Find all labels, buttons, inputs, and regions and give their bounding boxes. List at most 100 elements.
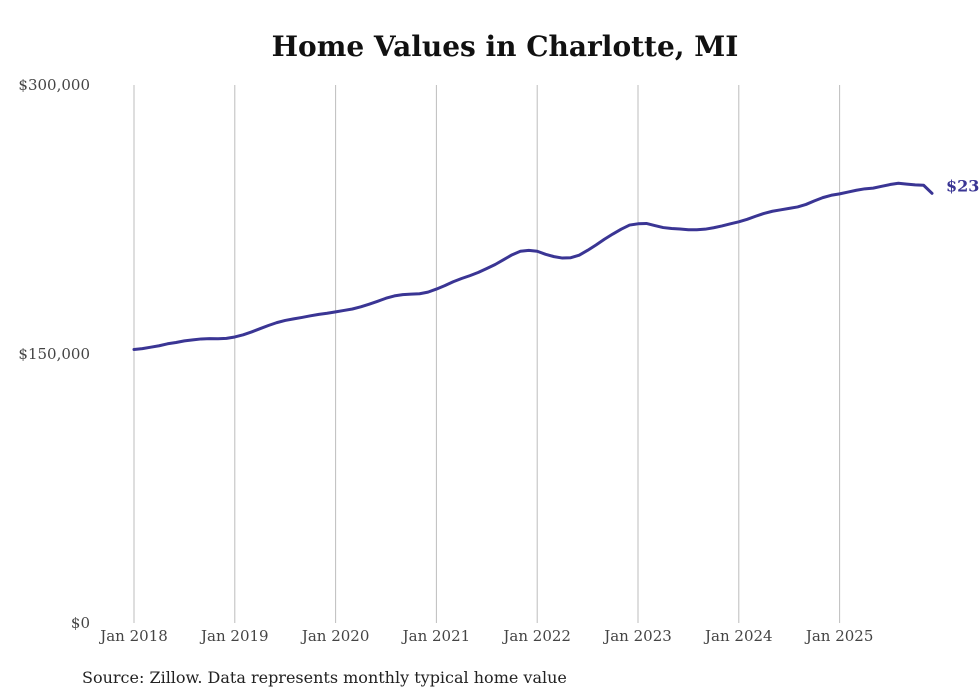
home-value-line: [132, 181, 934, 352]
data-point: [553, 255, 555, 257]
data-point: [393, 295, 395, 297]
y-tick-label: $0: [71, 614, 90, 632]
data-point: [284, 319, 286, 321]
y-tick-label: $150,000: [18, 345, 90, 363]
data-point: [847, 191, 849, 193]
data-point: [729, 223, 731, 225]
data-point: [561, 257, 563, 259]
data-point: [746, 218, 748, 220]
data-point: [309, 315, 311, 317]
data-point: [897, 182, 899, 184]
data-point: [544, 253, 546, 255]
data-point: [133, 348, 135, 350]
chart-title: Home Values in Charlotte, MI: [271, 30, 739, 63]
data-point: [595, 244, 597, 246]
data-point: [259, 328, 261, 330]
data-point: [166, 343, 168, 345]
data-point: [360, 306, 362, 308]
data-point: [754, 215, 756, 217]
data-point: [376, 300, 378, 302]
data-point: [813, 200, 815, 202]
data-point: [889, 183, 891, 185]
data-point: [864, 188, 866, 190]
data-point: [469, 274, 471, 276]
data-point: [586, 249, 588, 251]
data-point: [368, 303, 370, 305]
data-point: [292, 318, 294, 320]
source-note: Source: Zillow. Data represents monthly …: [82, 668, 567, 687]
x-tick-label: Jan 2022: [501, 627, 571, 645]
x-tick-label: Jan 2021: [401, 627, 471, 645]
data-point: [494, 263, 496, 265]
data-point: [183, 340, 185, 342]
data-point: [922, 184, 924, 186]
data-point: [452, 281, 454, 283]
end-value-label: $239,581: [946, 176, 980, 195]
data-point: [444, 284, 446, 286]
data-point: [906, 183, 908, 185]
data-point: [208, 337, 210, 339]
x-tick-label: Jan 2023: [602, 627, 672, 645]
data-point: [712, 227, 714, 229]
y-tick-label: $300,000: [18, 76, 90, 94]
data-point: [822, 196, 824, 198]
data-point: [536, 250, 538, 252]
x-tick-label: Jan 2018: [98, 627, 168, 645]
data-point: [662, 226, 664, 228]
data-point: [343, 309, 345, 311]
data-point: [796, 206, 798, 208]
data-point: [200, 338, 202, 340]
data-point: [838, 193, 840, 195]
data-point: [679, 228, 681, 230]
data-point: [150, 346, 152, 348]
data-point: [872, 187, 874, 189]
data-point: [880, 185, 882, 187]
y-axis: $0 $150,000 $300,000: [18, 76, 90, 632]
data-point: [486, 267, 488, 269]
data-point: [763, 212, 765, 214]
data-point: [502, 258, 504, 260]
data-point: [175, 341, 177, 343]
data-point: [402, 293, 404, 295]
data-point: [620, 228, 622, 230]
data-point: [696, 229, 698, 231]
data-point: [855, 189, 857, 191]
data-point: [687, 229, 689, 231]
data-point: [511, 254, 513, 256]
data-point: [805, 203, 807, 205]
data-point: [427, 291, 429, 293]
data-point: [326, 312, 328, 314]
data-point: [301, 316, 303, 318]
data-point: [738, 221, 740, 223]
data-point: [654, 224, 656, 226]
data-point: [242, 334, 244, 336]
data-point: [771, 210, 773, 212]
data-point: [267, 324, 269, 326]
x-tick-label: Jan 2020: [300, 627, 370, 645]
data-point: [158, 345, 160, 347]
data-point: [645, 222, 647, 224]
data-point: [519, 250, 521, 252]
x-tick-label: Jan 2024: [703, 627, 773, 645]
data-point: [578, 254, 580, 256]
gridlines: [133, 85, 841, 623]
data-point: [435, 288, 437, 290]
data-point: [477, 271, 479, 273]
data-point: [334, 311, 336, 313]
x-tick-label: Jan 2025: [804, 627, 874, 645]
data-point: [570, 256, 572, 258]
data-point: [637, 223, 639, 225]
data-point: [603, 238, 605, 240]
data-point: [628, 224, 630, 226]
data-point: [234, 336, 236, 338]
series-layer: $239,581: [132, 176, 980, 352]
x-axis: Jan 2018 Jan 2019 Jan 2020 Jan 2021 Jan 2022…: [98, 627, 873, 645]
data-point: [528, 249, 530, 251]
data-point: [670, 227, 672, 229]
data-point: [830, 194, 832, 196]
data-point: [410, 293, 412, 295]
x-tick-label: Jan 2019: [199, 627, 269, 645]
data-point: [721, 225, 723, 227]
data-point: [276, 321, 278, 323]
